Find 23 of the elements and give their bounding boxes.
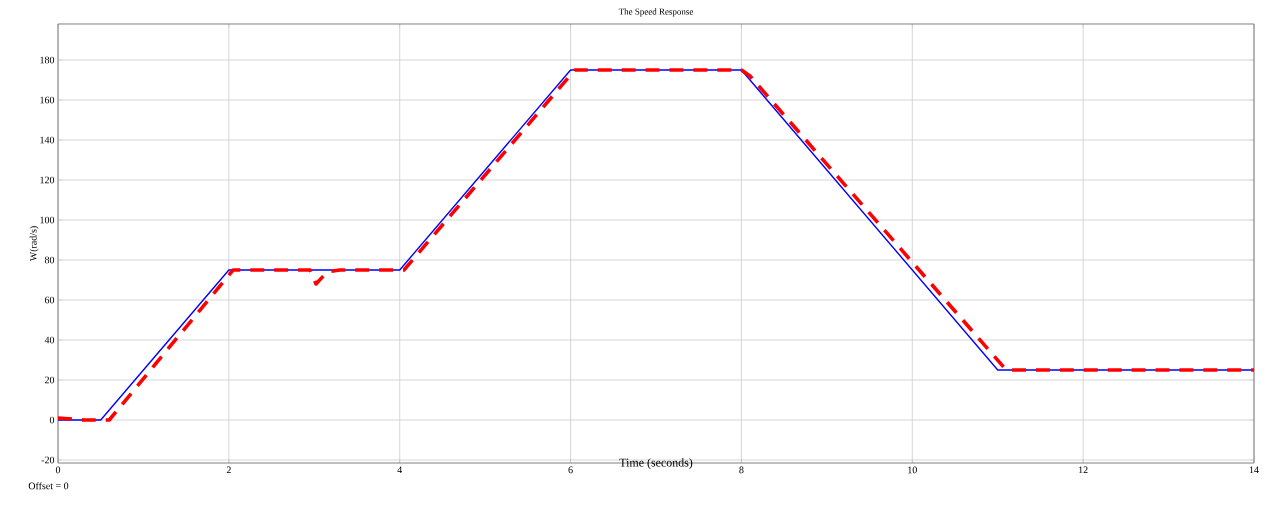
x-tick-label: 8 xyxy=(739,466,744,474)
x-tick-label: 2 xyxy=(226,466,231,474)
chart-title: The Speed Response xyxy=(618,8,694,17)
x-tick-label: 10 xyxy=(908,466,917,474)
x-tick-label: 0 xyxy=(55,466,61,474)
y-tick-label: -20 xyxy=(41,456,55,464)
y-tick-label: 40 xyxy=(44,336,55,344)
x-tick-label: 6 xyxy=(568,466,573,474)
y-tick-label: 160 xyxy=(40,96,55,104)
y-axis-title: W(rad/s) xyxy=(29,226,39,262)
y-tick-label: 60 xyxy=(44,296,55,304)
x-axis-title: Time (seconds) xyxy=(619,458,693,470)
y-tick-label: 100 xyxy=(40,216,55,224)
y-tick-label: 0 xyxy=(49,416,55,424)
y-tick-label: 180 xyxy=(40,56,55,64)
y-tick-label: 20 xyxy=(44,376,55,384)
text: Offset = 0 xyxy=(28,482,69,490)
y-tick-label: 140 xyxy=(40,136,55,144)
x-tick-label: 14 xyxy=(1249,466,1259,474)
x-tick-label: 4 xyxy=(397,466,403,474)
y-tick-label: 120 xyxy=(40,176,55,184)
y-tick-label: 80 xyxy=(44,256,55,264)
x-tick-label: 12 xyxy=(1079,466,1088,474)
